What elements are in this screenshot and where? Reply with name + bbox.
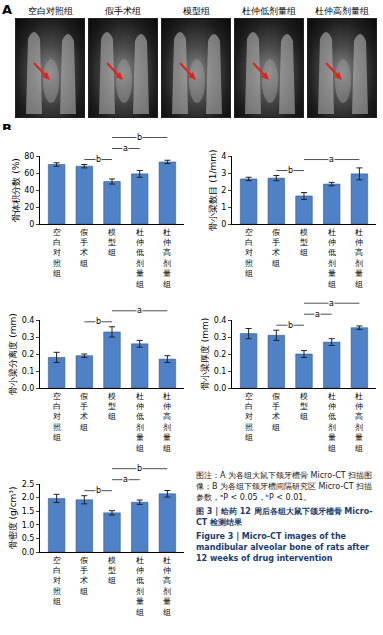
svg-text:杜仲低剂量组: 杜仲低剂量组 bbox=[136, 392, 144, 453]
html-text:图注：A 为各组大鼠下颌牙槽骨 Micro-CT 扫描图像；: 图注：A 为各组大鼠下颌牙槽骨 Micro-CT 扫描图像；B 为各组下颌牙槽间… bbox=[196, 471, 373, 502]
html-text:模型组: 模型组 bbox=[182, 6, 210, 16]
svg-text:b: b bbox=[96, 317, 101, 326]
svg-text:0.1: 0.1 bbox=[214, 367, 227, 376]
svg-text:a: a bbox=[137, 306, 142, 315]
svg-text:0.3: 0.3 bbox=[22, 333, 35, 342]
svg-text:0.2: 0.2 bbox=[22, 350, 35, 359]
svg-text:骨密度 (g/cm³): 骨密度 (g/cm³) bbox=[8, 487, 18, 550]
svg-text:空白对照组: 空白对照组 bbox=[53, 556, 61, 607]
svg-text:模型组: 模型组 bbox=[108, 556, 116, 586]
html-text:杜仲低剂量组: 杜仲低剂量组 bbox=[242, 6, 296, 16]
svg-text:杜仲高剂量组: 杜仲高剂量组 bbox=[163, 228, 171, 289]
svg-text:2.0: 2.0 bbox=[22, 493, 35, 502]
svg-text:假手术组: 假手术组 bbox=[272, 228, 280, 268]
svg-text:2.5: 2.5 bbox=[22, 480, 35, 489]
svg-text:2: 2 bbox=[221, 186, 226, 195]
svg-text:b: b bbox=[288, 321, 293, 330]
svg-text:杜仲低剂量组: 杜仲低剂量组 bbox=[136, 228, 144, 289]
svg-text:3: 3 bbox=[221, 169, 226, 178]
svg-text:假手术组: 假手术组 bbox=[272, 392, 280, 432]
svg-text:骨小梁厚度 (mm): 骨小梁厚度 (mm) bbox=[200, 318, 210, 390]
svg-text:模型组: 模型组 bbox=[300, 228, 308, 258]
svg-text:1: 1 bbox=[221, 203, 226, 212]
svg-text:40: 40 bbox=[24, 186, 34, 195]
svg-text:b: b bbox=[96, 486, 101, 495]
svg-text:假手术组: 假手术组 bbox=[80, 392, 88, 432]
svg-text:80: 80 bbox=[24, 152, 34, 161]
svg-text:空白对照组: 空白对照组 bbox=[245, 392, 253, 443]
svg-text:杜仲高剂量组: 杜仲高剂量组 bbox=[355, 392, 363, 453]
svg-text:空白对照组: 空白对照组 bbox=[245, 228, 253, 279]
svg-text:杜仲低剂量组: 杜仲低剂量组 bbox=[136, 556, 144, 617]
svg-text:0.0: 0.0 bbox=[22, 548, 35, 557]
svg-text:20: 20 bbox=[24, 203, 34, 212]
svg-text:4: 4 bbox=[221, 152, 226, 161]
svg-text:0.1: 0.1 bbox=[22, 367, 35, 376]
svg-text:0.0: 0.0 bbox=[22, 384, 35, 393]
svg-text:模型组: 模型组 bbox=[108, 392, 116, 422]
svg-text:杜仲高剂量组: 杜仲高剂量组 bbox=[163, 556, 171, 617]
html-text:假手术组: 假手术组 bbox=[105, 6, 141, 16]
svg-text:模型组: 模型组 bbox=[108, 228, 116, 258]
svg-text:0.0: 0.0 bbox=[214, 384, 227, 393]
svg-text:0: 0 bbox=[29, 220, 34, 229]
svg-text:b: b bbox=[137, 464, 142, 473]
svg-text:b: b bbox=[288, 166, 293, 175]
svg-text:骨小梁数目 (1/mm): 骨小梁数目 (1/mm) bbox=[208, 149, 218, 230]
svg-text:假手术组: 假手术组 bbox=[80, 228, 88, 268]
svg-text:杜仲低剂量组: 杜仲低剂量组 bbox=[328, 392, 336, 453]
svg-text:模型组: 模型组 bbox=[300, 392, 308, 422]
html-text:A: A bbox=[2, 2, 13, 17]
svg-text:0: 0 bbox=[221, 220, 226, 229]
svg-text:1.5: 1.5 bbox=[22, 507, 35, 516]
html-text:空白对照组: 空白对照组 bbox=[27, 6, 73, 16]
svg-text:0.2: 0.2 bbox=[214, 350, 227, 359]
svg-text:杜仲高剂量组: 杜仲高剂量组 bbox=[355, 228, 363, 289]
html-text:Figure 3 | Micro-CT images of: Figure 3 | Micro-CT images of the mandib… bbox=[196, 532, 369, 563]
svg-text:杜仲低剂量组: 杜仲低剂量组 bbox=[328, 228, 336, 289]
svg-text:b: b bbox=[96, 155, 101, 164]
svg-text:a: a bbox=[315, 310, 320, 319]
svg-text:空白对照组: 空白对照组 bbox=[53, 228, 61, 279]
svg-text:a: a bbox=[329, 155, 334, 164]
html-text:杜仲高剂量组: 杜仲高剂量组 bbox=[315, 6, 369, 16]
svg-text:1.0: 1.0 bbox=[22, 521, 35, 530]
html-text:图 3 | 给药 12 周后各组大鼠下颌牙槽骨 Micro-: 图 3 | 给药 12 周后各组大鼠下颌牙槽骨 Micro-CT 检测结果 bbox=[196, 507, 373, 527]
svg-text:b: b bbox=[137, 133, 142, 142]
svg-text:0.4: 0.4 bbox=[22, 316, 35, 325]
svg-text:0.5: 0.5 bbox=[22, 534, 35, 543]
svg-text:0.3: 0.3 bbox=[214, 333, 227, 342]
svg-text:假手术组: 假手术组 bbox=[80, 556, 88, 596]
html-text:B: B bbox=[2, 121, 12, 136]
svg-text:a: a bbox=[329, 299, 334, 308]
svg-text:a: a bbox=[123, 144, 128, 153]
svg-text:骨体积分数 (%): 骨体积分数 (%) bbox=[11, 158, 21, 221]
svg-text:60: 60 bbox=[24, 169, 34, 178]
svg-text:杜仲高剂量组: 杜仲高剂量组 bbox=[163, 392, 171, 453]
svg-text:空白对照组: 空白对照组 bbox=[53, 392, 61, 443]
svg-text:0.4: 0.4 bbox=[214, 316, 227, 325]
svg-text:骨小梁分离度 (mm): 骨小梁分离度 (mm) bbox=[8, 313, 18, 394]
svg-text:a: a bbox=[123, 475, 128, 484]
